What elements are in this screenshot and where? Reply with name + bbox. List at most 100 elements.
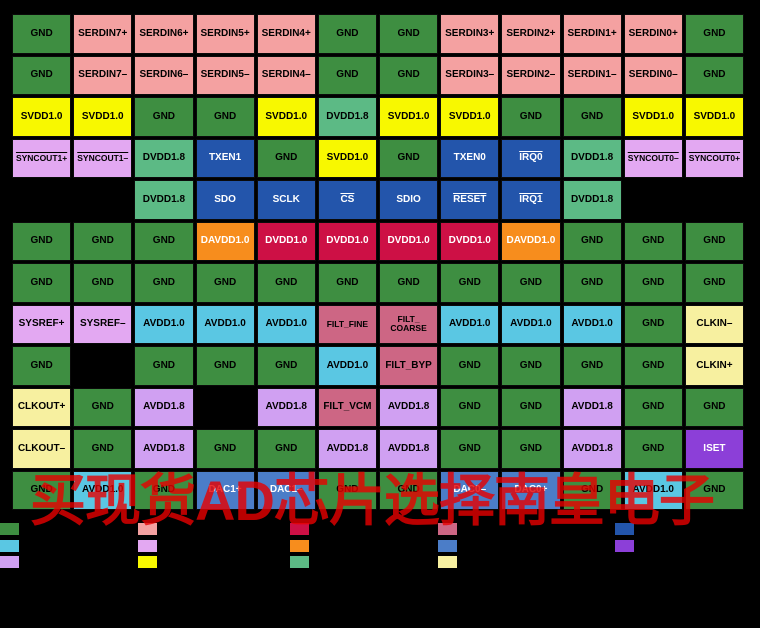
ball-r5-c7: SDIO xyxy=(379,180,439,220)
ball-r8-c7: FILT_ COARSE xyxy=(379,304,439,344)
ball-label: CS xyxy=(340,193,355,205)
legend-swatch-filt xyxy=(438,523,457,535)
ball-r7-c2: GND xyxy=(73,263,133,303)
ball-label: DAVDD1.0 xyxy=(506,235,556,246)
ball-r5-c4: SDO xyxy=(195,180,255,220)
ball-label: GND xyxy=(519,359,543,371)
ball-label: IRQ0 xyxy=(519,152,543,163)
ball-r7-c11: GND xyxy=(623,263,683,303)
ball-r6-c5: DVDD1.0 xyxy=(256,221,316,261)
ball-r12-c2: AVDD1.0 xyxy=(73,470,133,510)
ball-label: GND xyxy=(30,235,53,246)
ball-r8-c4: AVDD1.0 xyxy=(195,304,255,344)
ball-r2-c10: SERDIN1– xyxy=(562,55,622,95)
ball-label: GND xyxy=(458,442,481,454)
ball-r1-c4: SERDIN5+ xyxy=(195,14,255,54)
ball-r3-c12: SVDD1.0 xyxy=(684,97,744,137)
ball-label: GND xyxy=(91,442,114,454)
ball-r12-c1: GND xyxy=(12,470,72,510)
ball-r10-c12: GND xyxy=(684,387,744,427)
ball-label: FILT_FINE xyxy=(326,318,369,329)
ball-label: GND xyxy=(642,401,665,412)
ball-label: SVDD1.0 xyxy=(265,110,308,122)
ball-label: RESET xyxy=(453,193,487,205)
ball-label: GND xyxy=(336,276,359,288)
ball-label: SDO xyxy=(214,193,236,205)
ball-label: GND xyxy=(152,276,176,288)
ball-label: DVDD1.8 xyxy=(326,110,369,122)
ball-r6-c3: GND xyxy=(134,221,194,261)
ball-r8-c11: GND xyxy=(623,304,683,344)
legend-swatch-avdd18 xyxy=(0,556,19,568)
ball-r11-c11: GND xyxy=(623,429,683,469)
ball-r12-c7: GND xyxy=(379,470,439,510)
legend-swatch-serdin xyxy=(138,523,157,535)
ball-r1-c5: SERDIN4+ xyxy=(256,14,316,54)
ball-label: DVDD1.0 xyxy=(326,235,369,246)
ball-label: DAC0– xyxy=(453,484,487,495)
ball-r8-c12: CLKIN– xyxy=(684,304,744,344)
ball-label: GND xyxy=(703,484,726,495)
legend-swatch-gnd xyxy=(0,523,19,535)
ball-r6-c6: DVDD1.0 xyxy=(317,221,377,261)
ball-label: GND xyxy=(703,27,726,39)
ball-label: GND xyxy=(642,318,665,329)
ball-r11-c8: GND xyxy=(440,429,500,469)
ball-r2-c5: SERDIN4– xyxy=(256,55,316,95)
ball-r7-c12: GND xyxy=(684,263,744,303)
ball-label: GND xyxy=(703,235,726,246)
ball-r8-c3: AVDD1.0 xyxy=(134,304,194,344)
ball-r11-c2: GND xyxy=(73,429,133,469)
ball-label: SVDD1.0 xyxy=(632,110,675,122)
ball-label: SVDD1.0 xyxy=(81,110,124,122)
ball-label: SYNCOUT0– xyxy=(627,152,679,163)
ball-label: AVDD1.8 xyxy=(387,401,430,412)
ball-r3-c11: SVDD1.0 xyxy=(623,97,683,137)
ball-r5-c10: DVDD1.8 xyxy=(562,180,622,220)
ball-r3-c1: SVDD1.0 xyxy=(12,97,72,137)
ball-label: GND xyxy=(91,276,114,288)
ball-label: FILT_BYP xyxy=(385,359,432,371)
ball-label: SYNCOUT1– xyxy=(77,152,129,163)
ball-label: SERDIN5– xyxy=(200,69,250,80)
ball-r4-c10: DVDD1.8 xyxy=(562,138,622,178)
ball-label: DVDD1.8 xyxy=(142,193,186,205)
ball-r5-c9: IRQ1 xyxy=(501,180,561,220)
ball-r11-c12: ISET xyxy=(684,429,744,469)
empty-cell xyxy=(12,180,72,220)
ball-r7-c4: GND xyxy=(195,263,255,303)
ball-label: GND xyxy=(336,484,359,495)
ball-label: SERDIN5+ xyxy=(200,27,250,39)
ball-r1-c10: SERDIN1+ xyxy=(562,14,622,54)
ball-label: GND xyxy=(397,484,420,495)
ball-label: GND xyxy=(91,401,114,412)
ball-r6-c4: DAVDD1.0 xyxy=(195,221,255,261)
ball-r3-c9: GND xyxy=(501,97,561,137)
ball-label: GND xyxy=(336,69,359,80)
ball-label: AVDD1.8 xyxy=(265,401,307,412)
ball-label: GND xyxy=(213,442,237,454)
ball-r12-c12: GND xyxy=(684,470,744,510)
ball-r9-c5: GND xyxy=(256,346,316,386)
ball-label: CLKIN+ xyxy=(696,359,733,371)
empty-cell xyxy=(73,180,133,220)
ball-label: AVDD1.8 xyxy=(326,442,369,454)
legend-swatch-sync xyxy=(138,539,157,552)
ball-r9-c6: AVDD1.0 xyxy=(317,346,377,386)
ball-r12-c5: DAC1– xyxy=(256,470,316,510)
ball-label: SDIO xyxy=(396,193,421,205)
ball-r1-c11: SERDIN0+ xyxy=(623,14,683,54)
ball-label: CLKOUT– xyxy=(17,442,66,454)
ball-r2-c1: GND xyxy=(12,55,72,95)
ball-label: GND xyxy=(213,359,237,371)
ball-r11-c1: CLKOUT– xyxy=(12,429,72,469)
legend-swatch-ctrl xyxy=(615,523,634,535)
ball-label: SERDIN7– xyxy=(78,69,128,80)
ball-label: SERDIN1– xyxy=(567,69,617,80)
ball-r7-c7: GND xyxy=(379,263,439,303)
ball-label: AVDD1.8 xyxy=(571,401,613,412)
ball-label: GND xyxy=(397,276,420,288)
ball-r11-c4: GND xyxy=(195,429,255,469)
ball-label: AVDD1.8 xyxy=(143,401,185,412)
ball-r4-c2: SYNCOUT1– xyxy=(73,138,133,178)
